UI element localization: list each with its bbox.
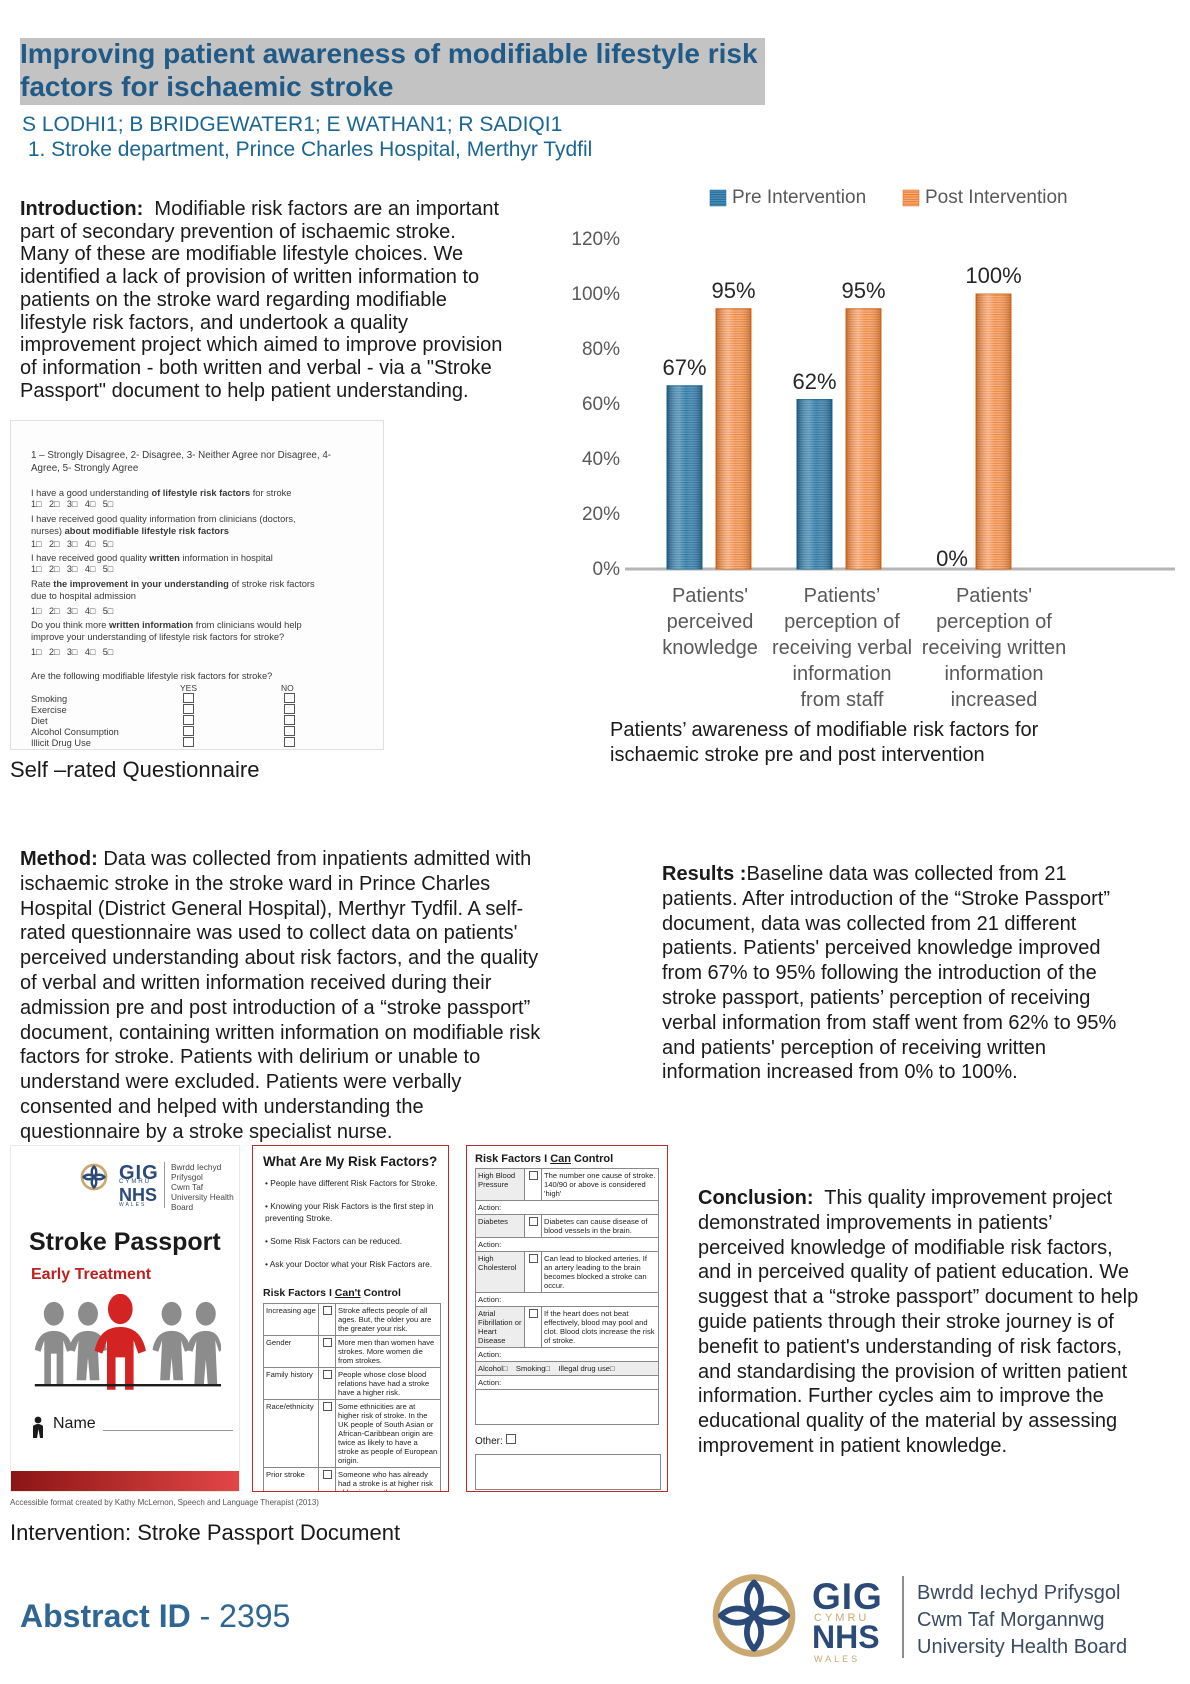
- svg-text:Patients': Patients': [956, 585, 1032, 607]
- svg-text:100%: 100%: [965, 263, 1021, 288]
- svg-text:Post Intervention: Post Intervention: [925, 187, 1068, 208]
- svg-text:60%: 60%: [582, 394, 620, 415]
- svg-text:increased: increased: [951, 689, 1038, 711]
- svg-text:perceived: perceived: [667, 611, 754, 633]
- svg-text:receiving written: receiving written: [922, 637, 1067, 659]
- svg-text:95%: 95%: [841, 278, 885, 303]
- svg-text:Pre Intervention: Pre Intervention: [732, 187, 866, 208]
- svg-text:0%: 0%: [593, 559, 621, 580]
- svg-text:perception of: perception of: [784, 611, 900, 633]
- svg-text:Patients’: Patients’: [804, 585, 881, 607]
- svg-text:receiving verbal: receiving verbal: [772, 637, 912, 659]
- svg-text:perception of: perception of: [936, 611, 1052, 633]
- svg-text:0%: 0%: [936, 546, 968, 571]
- svg-text:67%: 67%: [662, 355, 706, 380]
- svg-text:100%: 100%: [571, 284, 620, 305]
- svg-text:95%: 95%: [711, 278, 755, 303]
- svg-text:20%: 20%: [582, 504, 620, 525]
- svg-text:80%: 80%: [582, 339, 620, 360]
- svg-text:62%: 62%: [792, 369, 836, 394]
- svg-text:knowledge: knowledge: [662, 637, 758, 659]
- svg-text:40%: 40%: [582, 449, 620, 470]
- svg-text:120%: 120%: [571, 229, 620, 250]
- svg-text:from staff: from staff: [801, 689, 884, 711]
- svg-text:information: information: [945, 663, 1044, 685]
- svg-text:Patients': Patients': [672, 585, 748, 607]
- svg-text:information: information: [793, 663, 892, 685]
